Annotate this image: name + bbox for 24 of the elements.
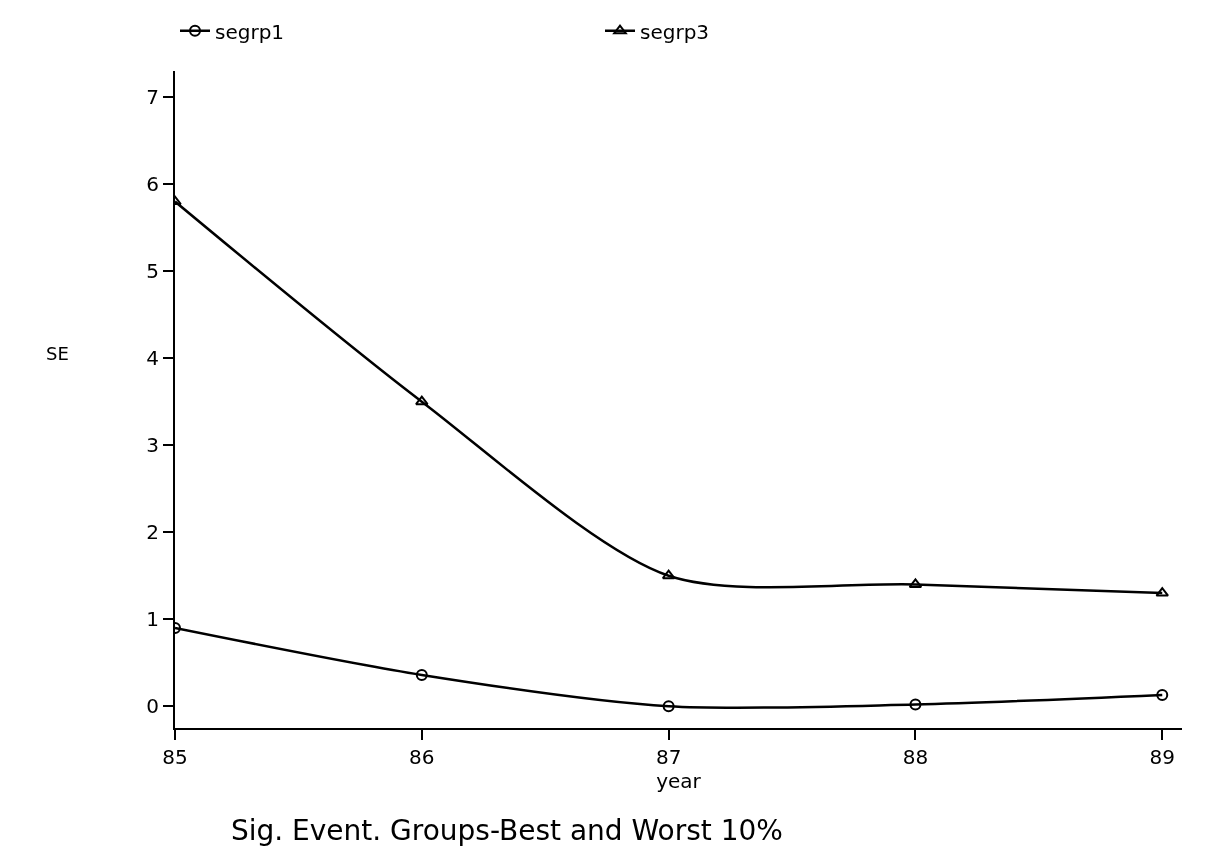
y-tick-label: 3 — [146, 433, 159, 458]
point — [909, 698, 922, 711]
y-tick-label: 7 — [146, 85, 159, 110]
x-tick-label: 88 — [902, 745, 929, 769]
x-tick-label: 86 — [409, 745, 435, 769]
point — [1156, 688, 1169, 701]
x-tick-label: 87 — [655, 745, 682, 769]
point — [415, 668, 428, 681]
y-tick-label: 1 — [146, 607, 159, 632]
legend-label: segrp3 — [640, 19, 710, 44]
point — [662, 700, 675, 713]
x-axis-title: year — [656, 769, 702, 793]
y-tick-label: 6 — [146, 172, 159, 197]
x-tick-label: 85 — [162, 745, 188, 769]
legend-label: segrp1 — [215, 19, 285, 44]
y-tick-label: 5 — [146, 259, 159, 284]
y-tick-label: 0 — [146, 694, 159, 719]
x-tick-label: 89 — [1149, 745, 1175, 769]
y-axis-title: SE — [46, 343, 69, 364]
point — [661, 569, 676, 580]
point — [415, 395, 429, 406]
y-tick-label: 4 — [146, 346, 159, 371]
y-tick-label: 2 — [146, 520, 159, 545]
text: Sig. Event. Groups-Best and Worst 10% — [230, 814, 783, 848]
